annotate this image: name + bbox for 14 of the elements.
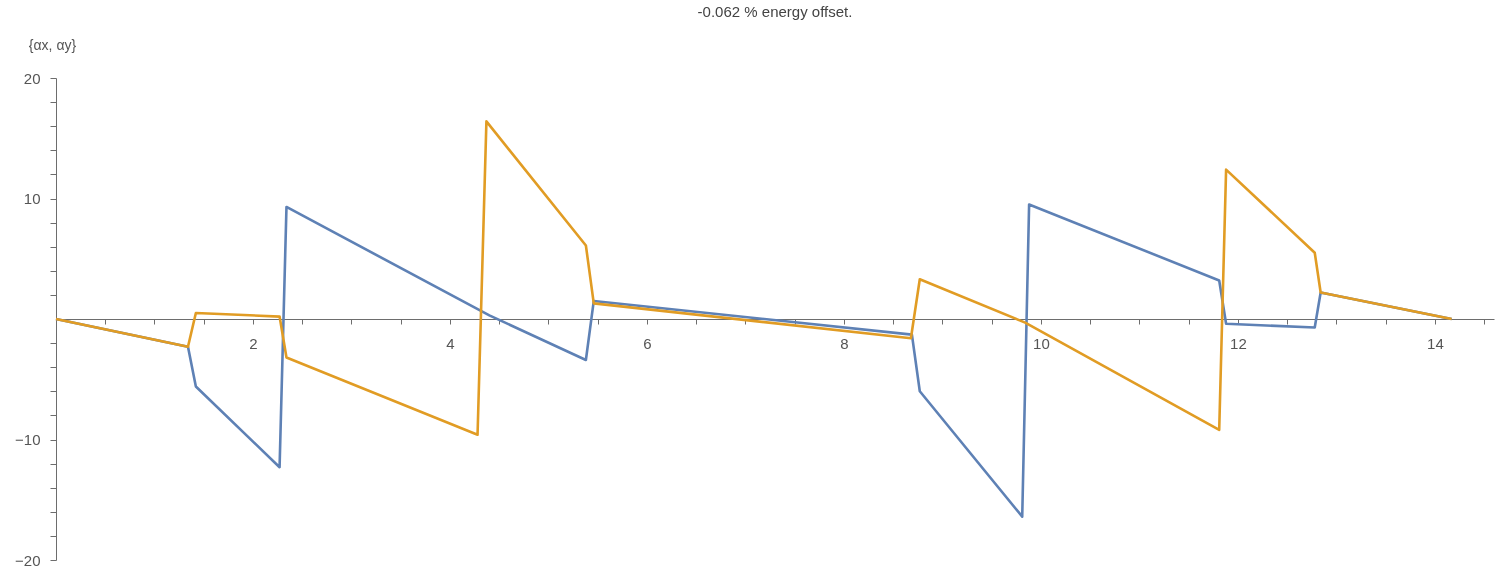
x-tick-label: 2 (249, 334, 258, 352)
y-tick-label: −20 (15, 551, 41, 568)
x-tick-label: 6 (643, 334, 652, 352)
y-tick-label: −10 (15, 431, 41, 448)
x-tick-label: 12 (1230, 334, 1247, 352)
x-tick-label: 8 (840, 334, 849, 352)
y-tick-label: 10 (23, 190, 41, 207)
x-tick-label: 4 (446, 334, 455, 352)
y-tick-label: 20 (23, 69, 41, 87)
x-tick-label: 14 (1427, 334, 1444, 352)
x-tick-label: 10 (1033, 334, 1050, 352)
line-series (54, 120, 1453, 436)
y-axis-title: {αx, αy} (28, 36, 77, 53)
chart-title: -0.062 % energy offset. (697, 3, 853, 20)
